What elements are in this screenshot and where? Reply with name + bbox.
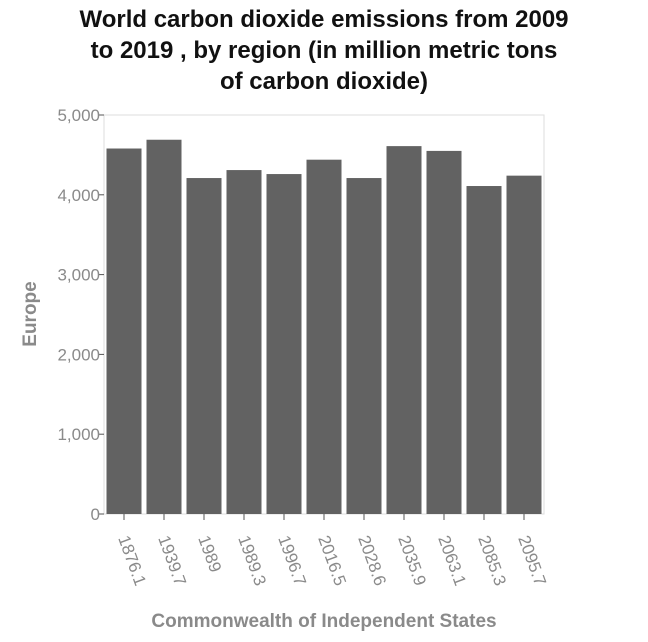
x-tick-label: 1996.7 [274, 533, 310, 588]
x-tick-label: 2035.9 [394, 533, 430, 588]
bar-2085.3 [466, 186, 502, 514]
y-tick-label: 5,000 [57, 106, 100, 125]
x-tick-label: 2095.7 [514, 533, 550, 588]
x-tick-label: 1876.1 [114, 533, 150, 588]
y-axis: 0 1,000 2,000 3,000 4,000 5,000 [57, 106, 104, 524]
bar-1996.7 [266, 174, 302, 514]
y-tick-label: 0 [91, 505, 100, 524]
x-tick-label: 1989.3 [234, 533, 270, 588]
chart-title-line-3: of carbon dioxide) [219, 68, 428, 95]
y-axis-label: Europe [20, 281, 41, 346]
bar-2035.9 [386, 146, 422, 514]
x-axis: 1876.1 1939.7 1989 1989.3 1996.7 2016.5 2028.6… [114, 514, 550, 588]
bar-2063.1 [426, 150, 462, 514]
x-axis-label: Commonwealth of Independent States [151, 611, 496, 632]
x-tick-label: 1939.7 [154, 533, 190, 588]
bar-1989.3 [226, 170, 262, 514]
y-tick-label: 3,000 [57, 266, 100, 285]
chart-title-line-1: World carbon dioxide emissions from 2009 [79, 6, 569, 33]
y-tick-label: 1,000 [57, 425, 100, 444]
bar-1876.1 [106, 148, 142, 515]
y-tick-label: 4,000 [57, 186, 100, 205]
bar-2095.7 [506, 175, 542, 514]
chart-title: World carbon dioxide emissions from 2009… [0, 4, 648, 97]
chart-title-line-2: to 2019 , by region (in million metric t… [90, 37, 558, 64]
x-tick-label: 2028.6 [354, 533, 390, 588]
bars-group [106, 139, 542, 515]
bar-1939.7 [146, 139, 182, 514]
x-tick-label: 2016.5 [314, 533, 350, 588]
x-tick-label: 2085.3 [474, 533, 510, 588]
x-tick-label: 2063.1 [434, 533, 470, 588]
y-tick-label: 2,000 [57, 345, 100, 364]
x-tick-label: 1989 [194, 533, 225, 575]
bar-1989 [186, 178, 222, 515]
bar-2016.5 [306, 159, 342, 515]
bar-2028.6 [346, 178, 382, 515]
